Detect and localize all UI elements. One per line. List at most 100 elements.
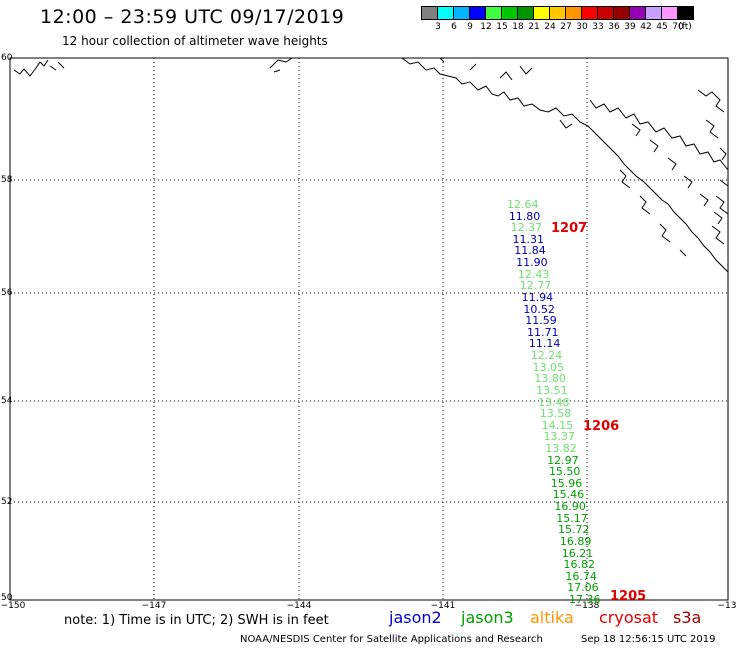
wave-height-value: 14.15: [541, 418, 574, 432]
legend-swatch: [645, 6, 662, 20]
wave-height-value: 13.58: [539, 407, 572, 421]
legend-swatch: [581, 6, 598, 20]
wave-height-value: 11.14: [528, 337, 561, 351]
legend-swatch: [613, 6, 630, 20]
wave-height-value: 13.51: [536, 383, 568, 397]
wave-height-value: 11.71: [527, 325, 559, 339]
satellite-label-jason3: jason3: [461, 608, 514, 627]
wave-height-value: 15.72: [558, 523, 590, 537]
legend-swatch: [501, 6, 518, 20]
legend-swatch: [485, 6, 502, 20]
wave-height-value: 11.31: [512, 232, 544, 246]
legend-swatch: [453, 6, 470, 20]
wave-height-value: 12.37: [510, 221, 543, 235]
lon-label-150: −150: [0, 601, 26, 611]
wave-height-value: 12.24: [530, 349, 563, 363]
wave-height-value: 17.36: [569, 593, 601, 606]
legend-label: 36: [608, 22, 620, 32]
legend-label: 30: [576, 22, 588, 32]
wave-height-value: 10.52: [523, 302, 555, 316]
legend-label: 6: [451, 22, 457, 32]
legend-label: 33: [592, 22, 604, 32]
credit-text: NOAA/NESDIS Center for Satellite Applica…: [240, 634, 543, 645]
wave-height-value: 16.21: [561, 546, 594, 560]
legend-swatch: [597, 6, 614, 20]
legend-label: 42: [640, 22, 652, 32]
lat-label-52: 52: [1, 497, 13, 507]
wave-height-value: 16.90: [554, 500, 586, 514]
wave-height-value: 15.50: [548, 465, 581, 479]
legend-label: 45: [656, 22, 668, 32]
lat-label-60: 60: [1, 53, 13, 63]
pass-time-label: 1207: [551, 221, 588, 236]
map-frame: [9, 57, 729, 601]
satellite-label-altika: altika: [530, 608, 574, 627]
satellite-label-jason2: jason2: [389, 608, 442, 627]
note-text: note: 1) Time is in UTC; 2) SWH is in fe…: [64, 613, 329, 628]
legend-label: 27: [560, 22, 572, 32]
legend-label: 21: [528, 22, 540, 32]
legend-label: 18: [512, 22, 524, 32]
legend-swatch: [421, 6, 438, 20]
legend-swatch: [677, 6, 694, 20]
wave-height-value: 12.77: [519, 279, 552, 293]
legend-label: 70: [672, 22, 684, 32]
pass-time-label: 1206: [583, 419, 620, 434]
wave-height-value: 11.94: [521, 290, 554, 304]
legend-label: (ft): [678, 22, 692, 32]
page-subtitle: 12 hour collection of altimeter wave hei…: [62, 34, 328, 48]
wave-height-value: 13.05: [532, 360, 565, 374]
satellite-label-s3a: s3a: [673, 608, 702, 627]
legend-label: 24: [544, 22, 556, 32]
wave-height-value: 11.84: [514, 244, 546, 258]
legend-swatch: [661, 6, 678, 20]
wave-height-value: 11.59: [525, 314, 557, 328]
wave-height-value: 12.97: [547, 453, 579, 467]
legend-label: 9: [467, 22, 473, 32]
wave-height-value: 15.17: [556, 511, 588, 525]
legend-swatch: [533, 6, 550, 20]
legend-label: 3: [435, 22, 441, 32]
legend-label: 12: [480, 22, 492, 32]
wave-height-value: 13.37: [543, 430, 575, 444]
wave-height-value: 13.48: [538, 395, 570, 409]
graticule: [10, 58, 728, 600]
legend-label: 39: [624, 22, 636, 32]
wave-height-value: 16.74: [565, 569, 597, 583]
legend-label: 15: [496, 22, 508, 32]
lat-label-54: 54: [1, 396, 13, 406]
lat-label-56: 56: [1, 288, 13, 298]
lon-label-13: −13: [717, 601, 737, 611]
wave-height-value: 16.89: [559, 534, 592, 548]
satellite-label-cryosat: cryosat: [599, 608, 659, 627]
color-legend: [421, 6, 694, 20]
generated-timestamp: Sep 18 12:56:15 UTC 2019: [581, 634, 716, 645]
coastline: [13, 57, 729, 273]
page-title: 12:00 – 23:59 UTC 09/17/2019: [40, 6, 345, 28]
wave-height-value: 13.80: [534, 372, 566, 386]
wave-height-value: 15.46: [552, 488, 585, 502]
lat-label-50: 50: [1, 593, 13, 603]
legend-swatch: [565, 6, 582, 20]
legend-swatch: [629, 6, 646, 20]
wave-height-value: 11.90: [516, 256, 548, 270]
wave-height-value: 11.80: [508, 209, 541, 223]
pass-time-label: 1205: [610, 589, 647, 604]
lon-label-147: −147: [141, 601, 167, 611]
lon-label-144: −144: [286, 601, 312, 611]
legend-swatch: [517, 6, 534, 20]
lon-label-141: −141: [430, 601, 456, 611]
legend-swatch: [549, 6, 566, 20]
wave-height-value: 16.82: [563, 558, 596, 572]
legend-swatch: [437, 6, 454, 20]
wave-height-value: 17.06: [567, 581, 599, 595]
wave-height-value: 12.43: [517, 267, 550, 281]
lon-label-138: −138: [574, 601, 600, 611]
lat-label-58: 58: [1, 175, 13, 185]
wave-height-value: 12.64: [507, 198, 539, 211]
color-legend-labels: 3 6 9 12 15 18 21 24 27 30 33 36 39 42 45 70 (ft): [422, 22, 740, 34]
wave-height-value: 15.96: [550, 476, 583, 490]
wave-height-value: 13.82: [545, 441, 577, 455]
legend-swatch: [469, 6, 486, 20]
